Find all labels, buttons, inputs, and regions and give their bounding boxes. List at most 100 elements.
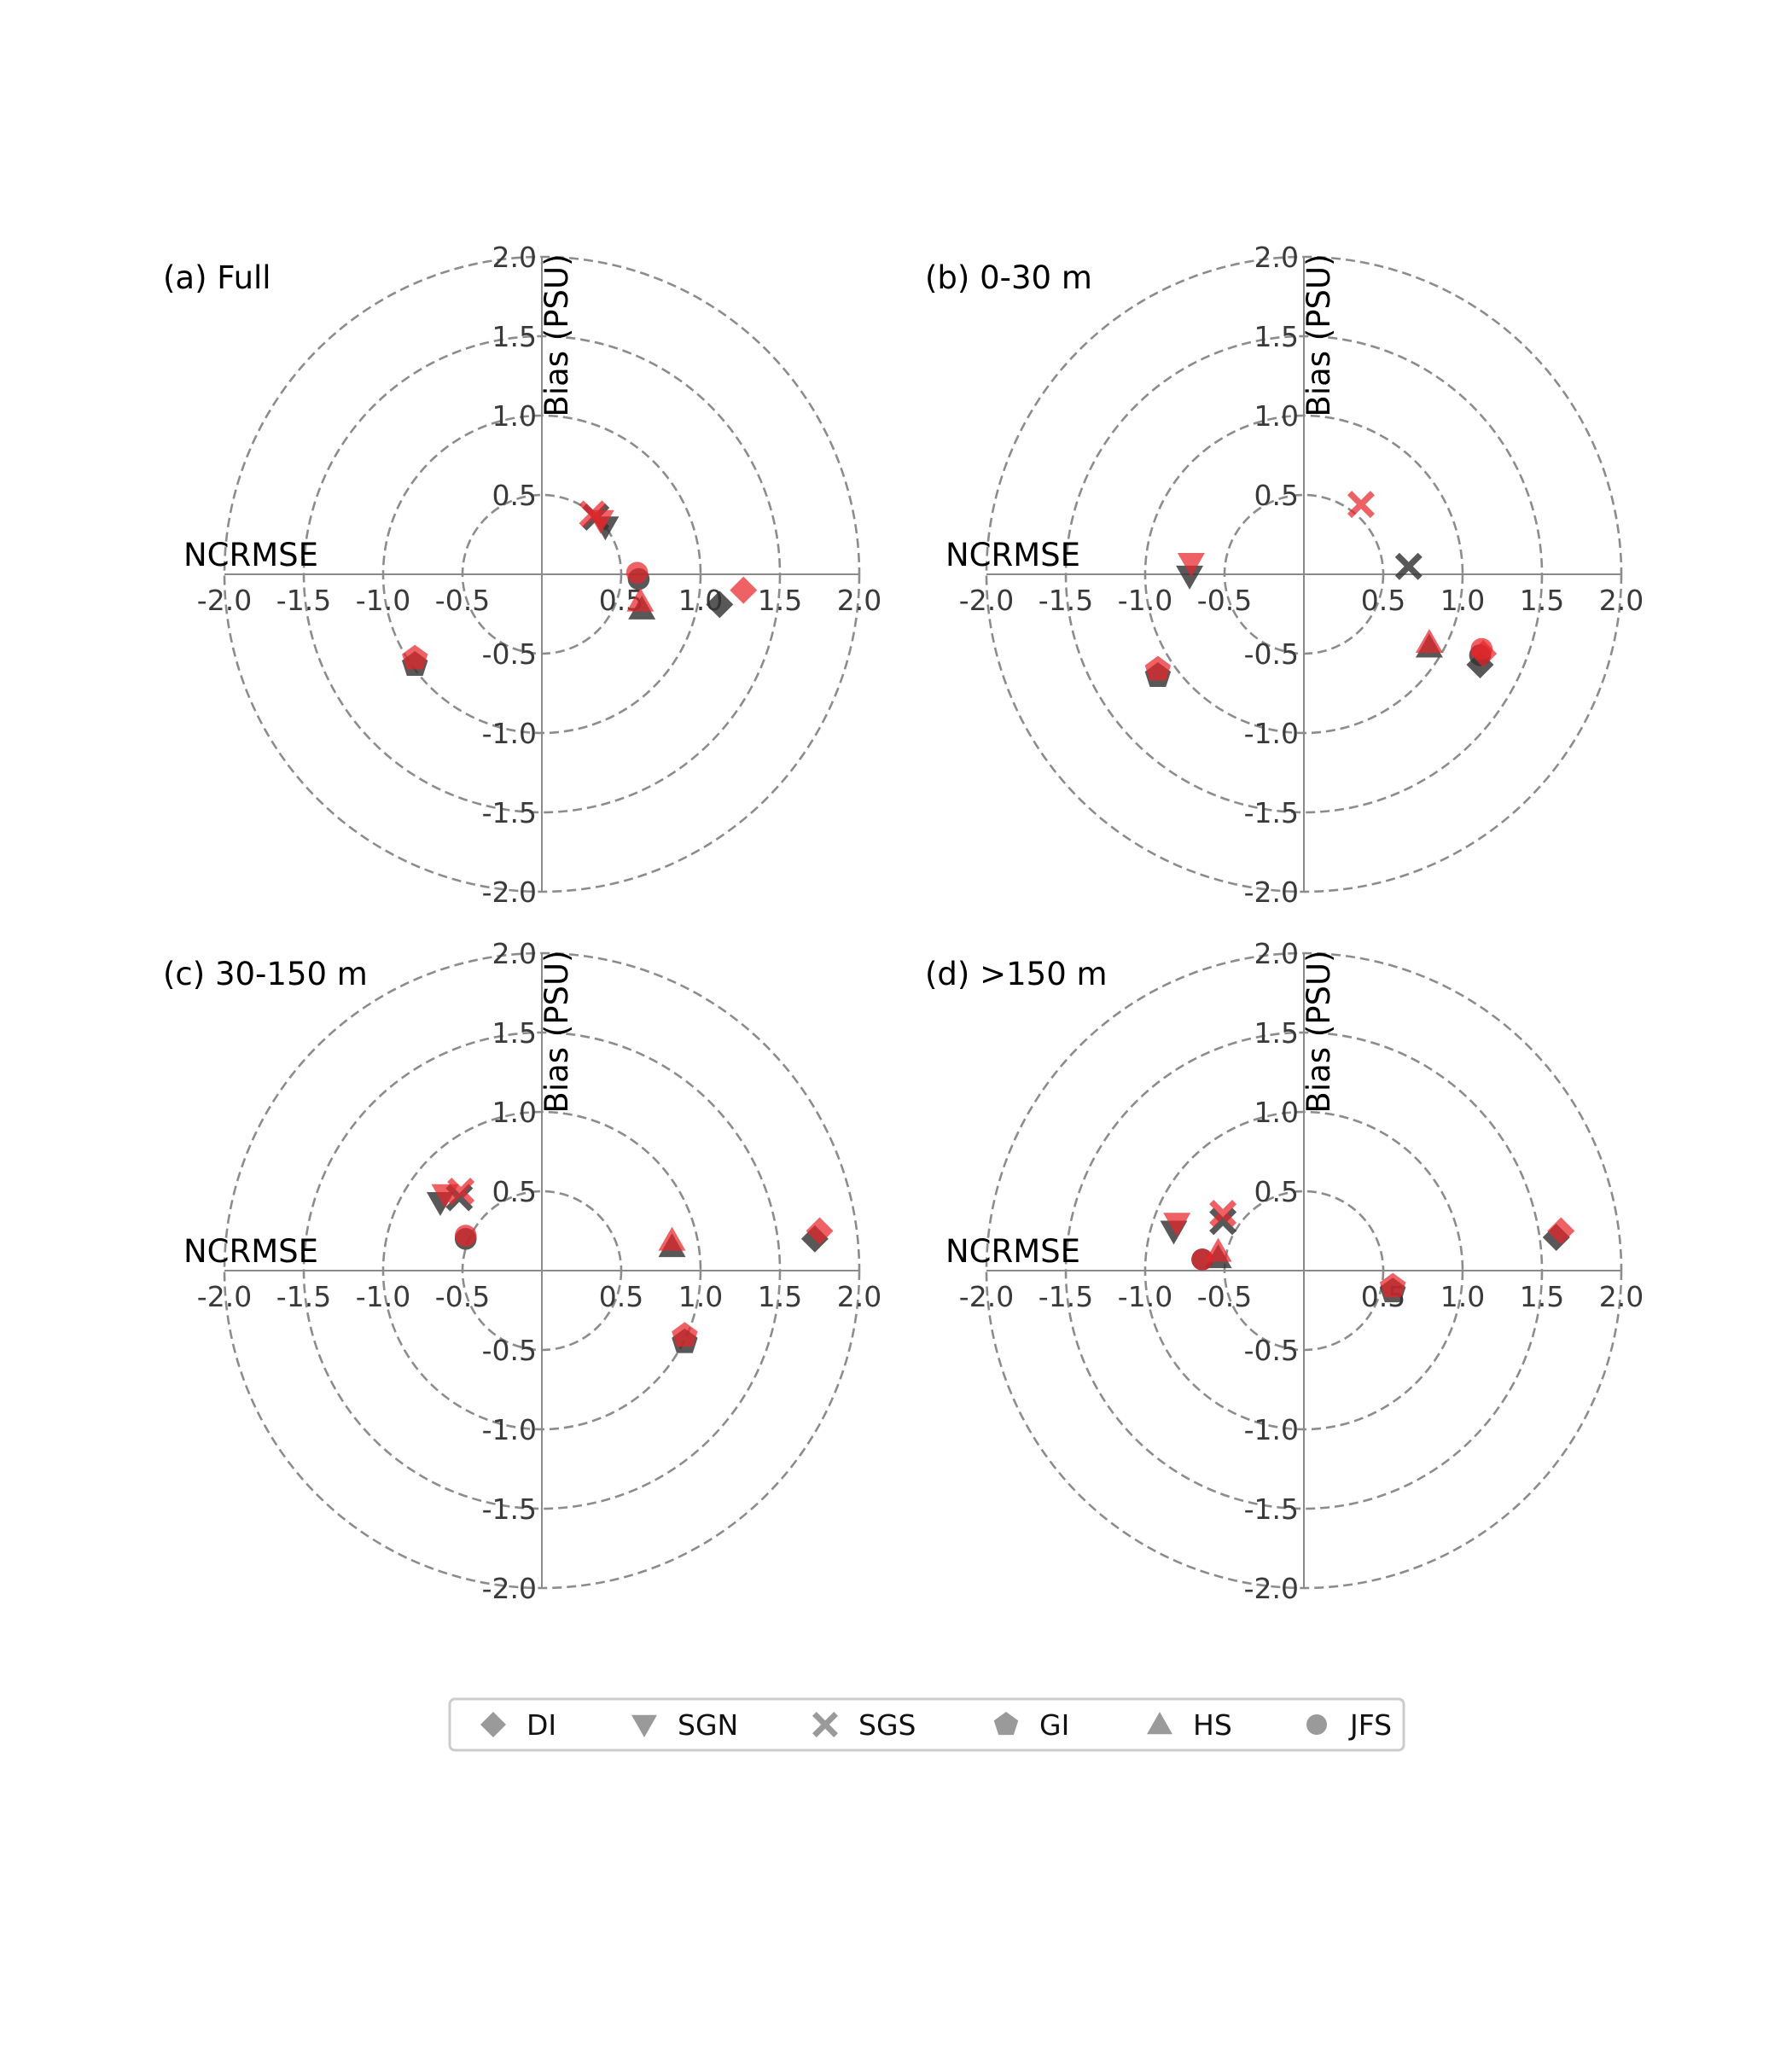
y-tick-label: -2.0 — [1244, 1572, 1299, 1605]
x-tick-label: 1.5 — [758, 1280, 802, 1313]
y-tick-label: -0.5 — [1244, 637, 1299, 671]
x-tick-label: -0.5 — [435, 584, 490, 617]
x-tick-label: -2.0 — [959, 1280, 1014, 1313]
legend-marker-sgs — [812, 1712, 838, 1737]
y-tick-label: -1.0 — [1244, 1413, 1299, 1446]
panel-1: -2.0 -1.5 -1.0 -0.5 0.5 1.0 1.5 2.0 2.0 1.5 1.0 0.5… — [925, 241, 1644, 909]
y-tick-label: 1.0 — [1254, 399, 1299, 433]
x-tick-label: 2.0 — [1599, 1280, 1644, 1313]
x-tick-label: -0.5 — [435, 1280, 490, 1313]
point-jfs-red — [625, 561, 649, 584]
y-tick-label: 1.0 — [492, 1096, 537, 1129]
y-tick-label: 1.5 — [1254, 1016, 1299, 1050]
y-axis-label: Bias (PSU) — [538, 253, 575, 416]
point-jfs-red — [1191, 1248, 1213, 1271]
x-tick-label: -1.0 — [1118, 584, 1172, 617]
x-tick-label: 1.5 — [1520, 584, 1564, 617]
point-jfs-red — [1470, 637, 1493, 660]
point-di-black — [706, 591, 734, 619]
y-tick-label: -0.5 — [1244, 1334, 1299, 1367]
x-tick-label: -0.5 — [1197, 1280, 1252, 1313]
point-hs-red — [658, 1226, 686, 1251]
panel-title: (c) 30-150 m — [163, 956, 368, 992]
point-sgs-red — [447, 1178, 475, 1205]
legend-label: SGS — [858, 1708, 916, 1742]
point-sgn-red — [1177, 552, 1205, 577]
panel-title: (d) >150 m — [925, 956, 1108, 992]
point-di-red — [1547, 1217, 1575, 1245]
legend-label: SGN — [678, 1708, 738, 1742]
legend: DI SGN SGS GI HS JFS — [448, 1697, 1405, 1752]
y-tick-label: -2.0 — [482, 876, 537, 909]
y-tick-label: -0.5 — [482, 1334, 537, 1367]
x-tick-label: -1.5 — [276, 584, 331, 617]
y-axis-label: Bias (PSU) — [1300, 950, 1337, 1113]
y-tick-label: 0.5 — [492, 1175, 537, 1208]
y-tick-label: 1.5 — [492, 1016, 537, 1050]
point-di-red — [730, 576, 758, 604]
x-axis-label: NCRMSE — [945, 537, 1080, 573]
y-tick-label: 2.0 — [492, 241, 537, 274]
x-tick-label: 1.5 — [1520, 1280, 1564, 1313]
x-tick-label: -1.5 — [276, 1280, 331, 1313]
legend-label: JFS — [1348, 1708, 1392, 1742]
y-tick-label: 2.0 — [1254, 241, 1299, 274]
y-tick-label: 1.0 — [492, 399, 537, 433]
panels: -2.0 -1.5 -1.0 -0.5 0.5 1.0 1.5 2.0 2.0 1.5 1.0 0.5… — [163, 241, 1644, 1605]
y-tick-label: 2.0 — [492, 937, 537, 970]
y-tick-label: 1.5 — [1254, 320, 1299, 353]
x-tick-label: 1.0 — [1440, 584, 1485, 617]
point-gi-red — [1144, 655, 1172, 681]
panel-3: -2.0-1.5-1.0-0.50.51.01.52.02.01.51.00.5… — [925, 937, 1644, 1605]
legend-item-di: DI — [480, 1708, 556, 1742]
y-tick-label: 0.5 — [492, 479, 537, 512]
panel-title: (b) 0-30 m — [925, 259, 1092, 296]
x-tick-label: -2.0 — [959, 584, 1014, 617]
legend-item-gi: GI — [993, 1708, 1069, 1742]
y-tick-label: -1.0 — [1244, 717, 1299, 750]
legend-label: GI — [1039, 1708, 1069, 1742]
point-sgs-red — [1347, 491, 1375, 519]
panel-title: (a) Full — [163, 259, 271, 296]
data-points — [402, 500, 758, 676]
point-sgn-red — [431, 1184, 459, 1208]
legend-label: DI — [527, 1708, 556, 1742]
point-gi-red — [402, 644, 428, 670]
x-tick-label: -1.5 — [1039, 1280, 1093, 1313]
point-gi-red — [672, 1322, 698, 1347]
point-sgn-black — [1176, 565, 1204, 590]
point-hs-red — [1415, 628, 1443, 653]
legend-marker-di — [480, 1712, 506, 1737]
legend-item-jfs: JFS — [1306, 1708, 1392, 1742]
point-jfs-red — [454, 1225, 477, 1247]
y-tick-label: -0.5 — [482, 637, 537, 671]
x-tick-label: -1.0 — [356, 1280, 410, 1313]
data-points — [1144, 491, 1498, 687]
y-tick-label: -1.0 — [482, 717, 537, 750]
x-tick-label: 2.0 — [837, 1280, 881, 1313]
y-tick-label: 1.5 — [492, 320, 537, 353]
y-tick-label: -1.0 — [482, 1413, 537, 1446]
legend-label: HS — [1193, 1708, 1232, 1742]
y-tick-label: -1.5 — [482, 796, 537, 829]
point-sgs-black — [1209, 1207, 1237, 1236]
point-sgn-red — [1163, 1213, 1191, 1237]
point-sgs-red — [579, 500, 607, 528]
data-points — [1160, 1200, 1575, 1303]
y-tick-label: -2.0 — [482, 1572, 537, 1605]
x-tick-label: 2.0 — [837, 584, 881, 617]
legend-item-sgs: SGS — [812, 1708, 916, 1742]
legend-item-hs: HS — [1147, 1708, 1232, 1742]
x-tick-label: -0.5 — [1197, 584, 1252, 617]
legend-marker-gi — [993, 1712, 1019, 1736]
point-sgs-red — [1209, 1200, 1237, 1228]
y-axis-label: Bias (PSU) — [1300, 253, 1337, 416]
y-tick-label: 0.5 — [1254, 1175, 1299, 1208]
x-tick-label: 0.5 — [599, 1280, 643, 1313]
x-axis-label: NCRMSE — [183, 1233, 318, 1270]
x-axis-label: NCRMSE — [183, 537, 318, 573]
y-tick-label: -1.5 — [1244, 1492, 1299, 1526]
panel-0: -2.0 -1.5 -1.0 -0.5 0.5 1.0 1.5 2.02.01.51.00.5… — [163, 241, 881, 909]
point-gi-red — [1379, 1272, 1406, 1298]
